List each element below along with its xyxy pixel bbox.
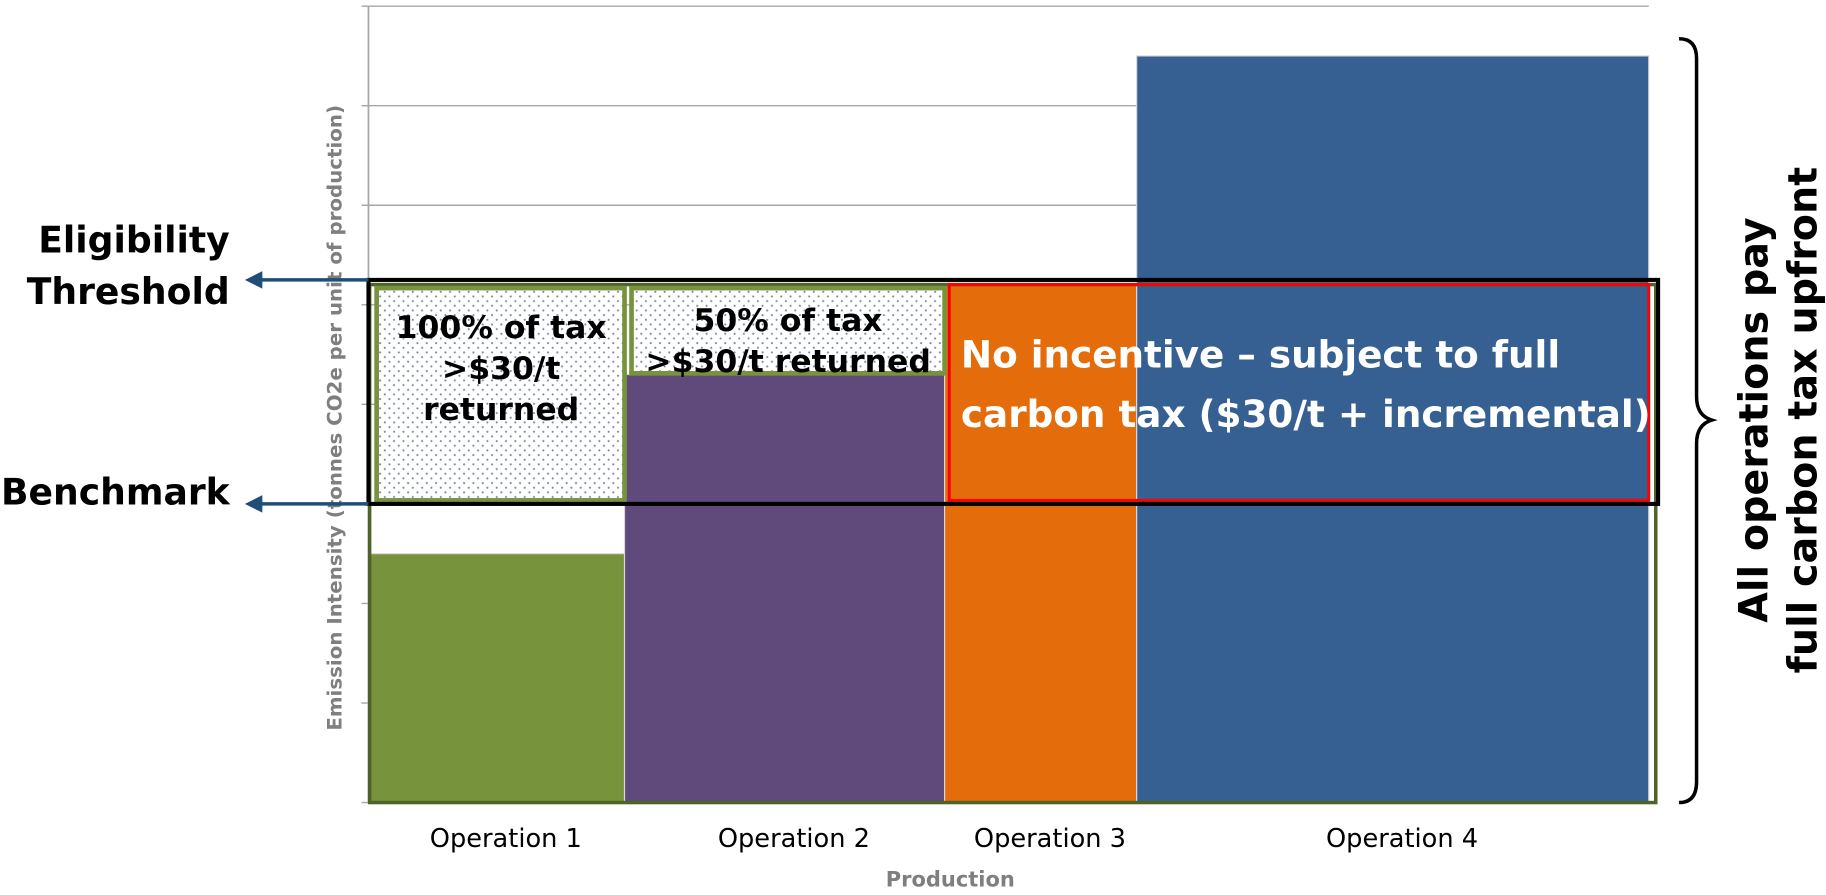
- annotation-text: No incentive – subject to full: [961, 333, 1560, 377]
- annotation-box: [629, 285, 947, 376]
- brace-label: full carbon tax upfront: [1781, 167, 1826, 674]
- annotation-text: 50% of tax: [693, 303, 882, 339]
- x-tick-label: Operation 1: [430, 824, 582, 854]
- x-tick-label: Operation 3: [974, 824, 1126, 854]
- bar: [367, 553, 626, 804]
- bar: [1136, 55, 1650, 804]
- annotation-text: >$30/t: [442, 351, 561, 387]
- annotation-box: [947, 283, 1651, 502]
- benchmark-label: Benchmark: [1, 471, 231, 514]
- y-axis-label: Emission Intensity (tonnes CO2e per unit…: [323, 105, 346, 731]
- bar: [623, 373, 946, 804]
- annotation-box: [374, 285, 627, 503]
- annotation-text: >$30/t returned: [645, 344, 931, 380]
- brace-label: All operations pay: [1732, 217, 1778, 623]
- annotation-text: carbon tax ($30/t + incremental): [961, 392, 1651, 436]
- threshold-band: [366, 277, 1661, 506]
- x-tick-label: Operation 2: [718, 824, 870, 854]
- x-tick-label: Operation 4: [1326, 824, 1478, 854]
- annotation-text: 100% of tax: [396, 310, 607, 346]
- annotation-text: returned: [423, 392, 579, 428]
- x-axis-label: Production: [886, 868, 1015, 892]
- brace: [1678, 37, 1718, 805]
- threshold-label: Threshold: [27, 270, 230, 313]
- threshold-label: Eligibility: [38, 219, 230, 262]
